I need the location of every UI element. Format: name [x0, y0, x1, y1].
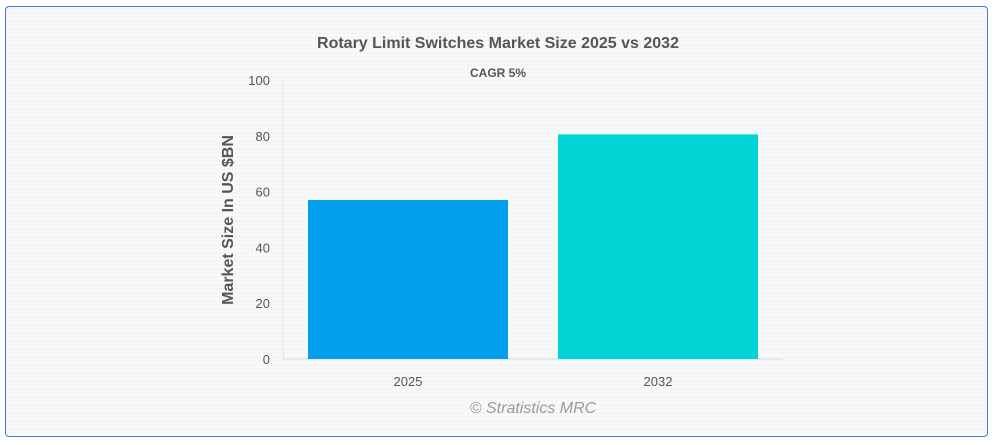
y-tick-label: 0 — [263, 352, 270, 367]
y-axis-ticks: 0 20 40 60 80 100 — [248, 73, 270, 367]
x-tick-label: 2032 — [644, 374, 673, 389]
bar-2025[interactable] — [308, 199, 508, 359]
chart-title: Rotary Limit Switches Market Size 2025 v… — [317, 35, 679, 52]
bars-group — [308, 134, 758, 359]
source-credit: © Stratistics MRC — [470, 400, 597, 417]
y-tick-label: 40 — [256, 240, 270, 255]
y-tick-label: 20 — [256, 296, 270, 311]
chart-subtitle: CAGR 5% — [470, 66, 526, 80]
y-tick-label: 100 — [248, 73, 270, 88]
x-axis-ticks: 2025 2032 — [394, 374, 673, 389]
y-tick-label: 60 — [256, 185, 270, 200]
x-tick-label: 2025 — [394, 374, 423, 389]
bar-2032[interactable] — [558, 134, 758, 359]
y-axis-label: Market Size In US $BN — [220, 135, 237, 305]
y-tick-label: 80 — [256, 129, 270, 144]
